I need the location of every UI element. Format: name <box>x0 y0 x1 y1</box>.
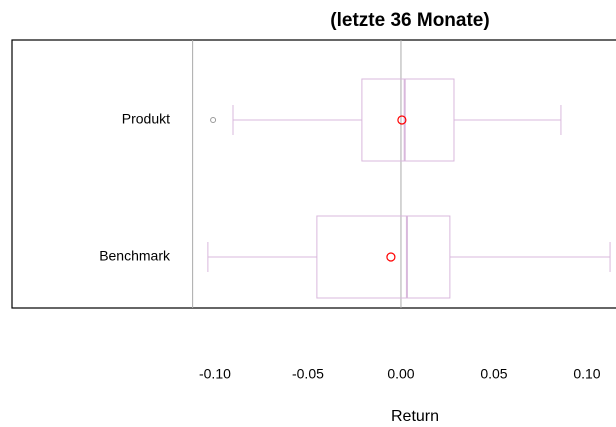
x-tick-label: 0.10 <box>573 366 600 382</box>
x-tick-label: -0.10 <box>199 366 231 382</box>
box <box>361 78 455 162</box>
mean <box>397 115 407 125</box>
x-axis-label: Return <box>391 408 439 425</box>
x-tick-label: -0.05 <box>292 366 324 382</box>
chart-title: (letzte 36 Monate) <box>330 10 489 31</box>
y-tick-label: Benchmark <box>99 248 171 264</box>
x-tick-label: 0.05 <box>480 366 507 382</box>
y-tick-label: Produkt <box>122 111 170 127</box>
x-tick-label: 0.00 <box>387 366 414 382</box>
box <box>316 215 451 299</box>
outlier <box>210 117 217 123</box>
plot-frame <box>11 39 616 309</box>
mean <box>386 252 396 262</box>
